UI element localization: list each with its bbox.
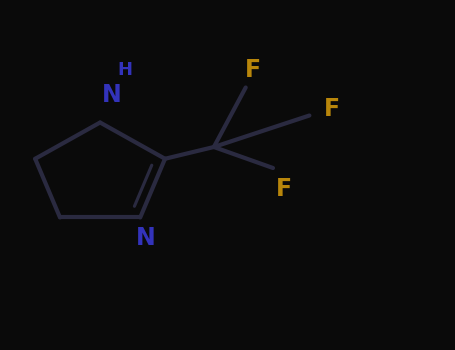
Text: F: F (324, 97, 340, 120)
Text: N: N (136, 226, 156, 250)
Text: F: F (276, 177, 293, 201)
Text: F: F (244, 58, 261, 82)
Text: N: N (101, 83, 121, 106)
Text: H: H (118, 61, 132, 79)
